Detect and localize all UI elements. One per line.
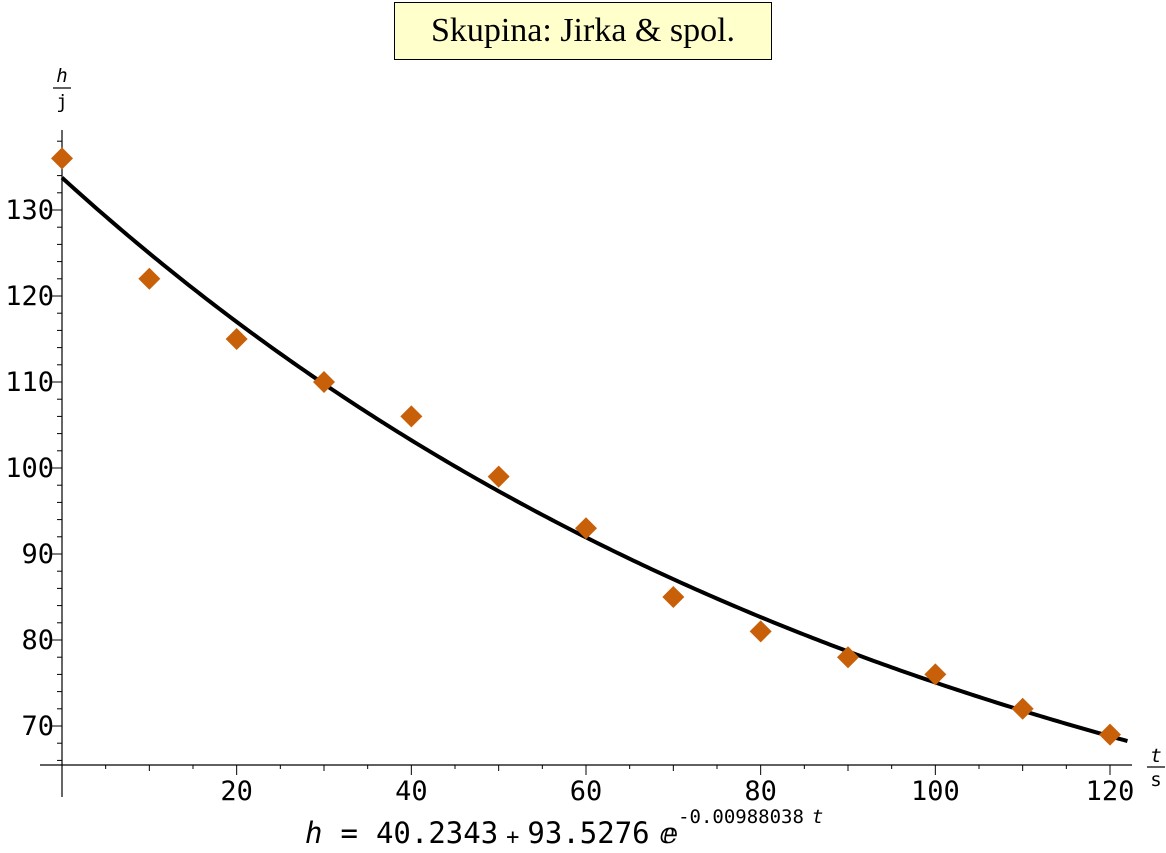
data-point (138, 267, 161, 290)
data-point (924, 663, 947, 686)
data-point (1098, 723, 1121, 746)
formula-equals: = (340, 816, 358, 850)
x-tick-label: 120 (1086, 776, 1135, 807)
data-point (487, 465, 510, 488)
y-unit-denominator: j (56, 91, 67, 113)
formula-lhs: h (305, 816, 323, 850)
x-unit-denominator: s (1150, 769, 1161, 791)
data-point (1011, 697, 1034, 720)
fit-formula: h = 40.2343 + 93.5276 ⅇ -0.00988038 t (305, 806, 823, 850)
data-point (51, 147, 73, 170)
y-unit-numerator: h (56, 65, 67, 87)
y-tick-label: 110 (5, 367, 54, 398)
data-point (749, 620, 772, 643)
formula-variable: t (811, 806, 824, 828)
axes (40, 130, 1132, 797)
x-unit-numerator: t (1150, 745, 1161, 767)
formula-plus: + (506, 825, 520, 850)
x-tick-label: 40 (395, 776, 428, 807)
x-tick-label: 100 (911, 776, 960, 807)
data-points (51, 147, 1121, 746)
fit-curve (60, 176, 1128, 743)
y-tick-label: 100 (5, 453, 54, 484)
x-tick-label: 60 (570, 776, 603, 807)
data-point (836, 646, 859, 669)
y-tick-label: 120 (5, 281, 54, 312)
tick-labels: 20 40 60 80 100 120 70 80 90 100 110 120 130 (5, 195, 1134, 807)
y-axis-unit-label: h j (53, 65, 71, 113)
y-tick-label: 130 (5, 195, 54, 226)
formula-constant: 40.2343 (375, 816, 499, 850)
data-point (400, 405, 423, 428)
data-point (574, 517, 597, 540)
x-axis-unit-label: t s (1147, 745, 1165, 791)
chart-title: Skupina: Jirka & spol. (394, 2, 772, 60)
formula-exponent: -0.00988038 (678, 806, 804, 828)
formula-base: ⅇ (659, 816, 679, 850)
fit-curve-group (60, 176, 1128, 743)
y-tick-label: 90 (21, 539, 54, 570)
x-tick-label: 80 (744, 776, 777, 807)
y-tick-label: 70 (21, 711, 54, 742)
x-tick-label: 20 (220, 776, 253, 807)
data-point (662, 586, 685, 608)
data-point (225, 328, 248, 350)
formula-coefficient: 93.5276 (527, 816, 650, 850)
y-tick-label: 80 (21, 625, 54, 656)
data-point (312, 371, 335, 393)
